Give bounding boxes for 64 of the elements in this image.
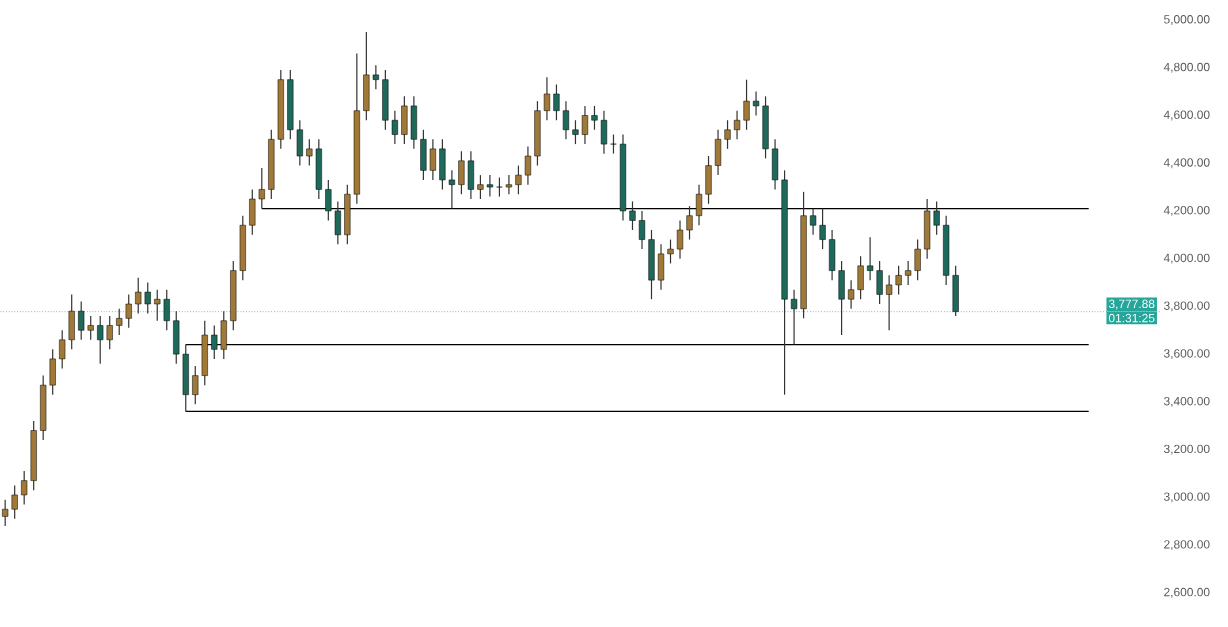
y-tick-label: 4,600.00 xyxy=(1163,110,1210,121)
candlestick xyxy=(752,91,760,117)
candlestick xyxy=(486,174,494,198)
candlestick xyxy=(867,236,874,281)
candlestick xyxy=(496,177,503,198)
candlestick xyxy=(59,329,66,370)
candlestick xyxy=(372,64,379,90)
annotation: 01:31:25 xyxy=(1108,313,1155,323)
y-tick-label: 4,400.00 xyxy=(1163,158,1210,169)
candlestick xyxy=(848,279,855,310)
candlestick xyxy=(106,315,113,351)
candlestick xyxy=(306,138,313,167)
candlestick xyxy=(895,265,902,296)
y-tick-label: 3,600.00 xyxy=(1163,349,1210,360)
candlestick xyxy=(458,150,465,195)
candlestick xyxy=(553,83,560,121)
candlestick xyxy=(581,105,589,145)
candlestick xyxy=(857,255,864,300)
candlestick xyxy=(743,79,750,131)
candlestick xyxy=(524,145,532,186)
candlestick xyxy=(125,293,132,329)
candlestick xyxy=(429,138,436,181)
y-tick-label: 4,200.00 xyxy=(1163,206,1210,216)
candlestick xyxy=(572,119,579,145)
candlestick xyxy=(87,315,94,341)
candlestick xyxy=(154,289,161,322)
y-tick-label: 4,800.00 xyxy=(1163,62,1210,73)
candlestick xyxy=(163,289,170,331)
candlestick xyxy=(638,210,646,250)
candlestick xyxy=(543,76,551,121)
candlestick xyxy=(905,260,912,286)
y-tick-label: 2,800.00 xyxy=(1164,540,1210,551)
candlestick xyxy=(144,282,151,315)
candlestick xyxy=(505,174,513,195)
candlestick xyxy=(591,105,598,131)
y-tick-label: 3,400.00 xyxy=(1163,397,1210,407)
candlestick xyxy=(600,110,608,155)
candlestick xyxy=(724,119,731,150)
candlestick xyxy=(2,499,9,527)
candlestick xyxy=(562,100,570,141)
candlestick xyxy=(116,308,123,336)
candlestick xyxy=(135,277,142,315)
y-tick-label: 2,600.00 xyxy=(1164,587,1210,598)
ref-line-label: 3,777.88 xyxy=(1108,299,1155,310)
candlestick xyxy=(11,484,18,520)
candlestick xyxy=(192,365,199,405)
y-tick-label: 4,000.00 xyxy=(1163,253,1210,264)
candlestick xyxy=(515,165,522,195)
candlestick xyxy=(21,470,28,506)
candlestick xyxy=(97,315,104,365)
y-tick-label: 3,200.00 xyxy=(1163,444,1210,455)
y-tick-label: 3,000.00 xyxy=(1163,492,1210,503)
candlestick xyxy=(477,174,484,200)
candlestick xyxy=(78,301,85,341)
candlestick xyxy=(914,239,921,281)
candlestick xyxy=(733,110,741,141)
candlestick xyxy=(886,274,893,331)
candlestick xyxy=(676,219,684,260)
candlestick xyxy=(876,260,883,305)
candlestick xyxy=(667,239,674,265)
candlestick xyxy=(391,110,398,145)
candlestick xyxy=(610,134,617,155)
y-tick-label: 5,000.00 xyxy=(1164,15,1210,26)
y-tick-label: 3,800.00 xyxy=(1163,301,1210,312)
